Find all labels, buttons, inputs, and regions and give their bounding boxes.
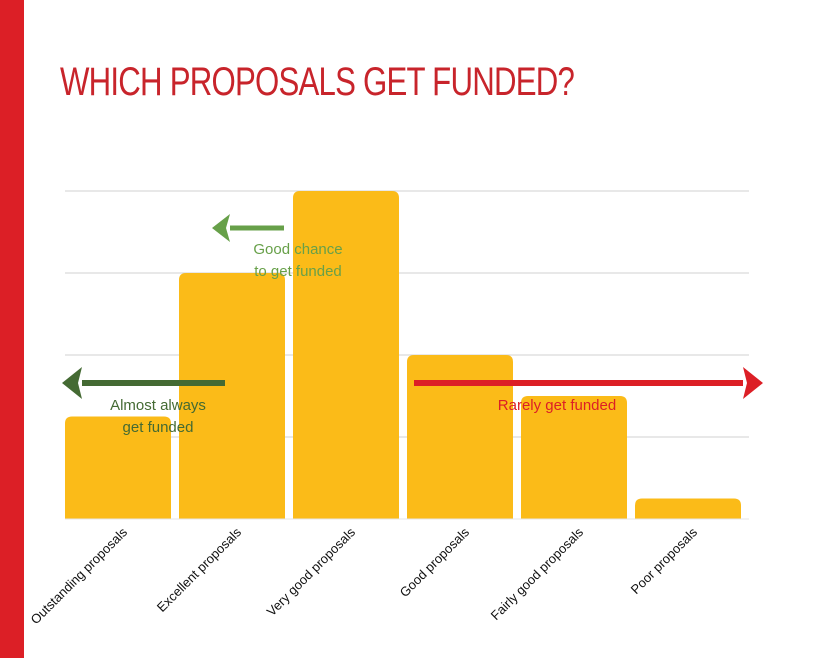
x-tick-label: Very good proposals bbox=[264, 524, 359, 619]
good-chance-label: to get funded bbox=[254, 263, 342, 280]
x-tick-label: Fairly good proposals bbox=[488, 524, 587, 623]
arrow-head bbox=[62, 367, 82, 399]
x-tick-label: Good proposals bbox=[397, 524, 473, 600]
bar bbox=[65, 416, 171, 519]
x-tick-label: Outstanding proposals bbox=[28, 524, 131, 627]
good-chance-label: Good chance bbox=[253, 241, 342, 258]
bar bbox=[407, 355, 513, 519]
arrow-head bbox=[743, 367, 763, 399]
almost-always-label: Almost always bbox=[110, 397, 206, 414]
bar bbox=[293, 191, 399, 519]
almost-always-label: get funded bbox=[123, 419, 194, 436]
bar bbox=[635, 498, 741, 519]
bar bbox=[521, 396, 627, 519]
x-tick-label: Excellent proposals bbox=[154, 524, 245, 615]
rarely-funded-label: Rarely get funded bbox=[498, 397, 616, 414]
page-title: WHICH PROPOSALS GET FUNDED? bbox=[60, 60, 575, 104]
arrow-head bbox=[212, 214, 230, 242]
accent-side-bar bbox=[0, 0, 24, 658]
x-tick-label: Poor proposals bbox=[628, 524, 701, 597]
bar bbox=[179, 273, 285, 519]
